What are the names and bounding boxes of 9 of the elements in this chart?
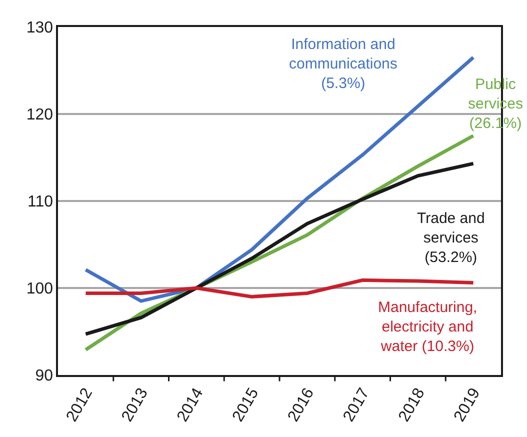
y-tick-label: 90 bbox=[35, 368, 54, 385]
series-label: Manufacturing, electricity and water (10.3%) bbox=[378, 299, 478, 355]
y-tick-label: 110 bbox=[28, 194, 54, 211]
y-tick-label: 130 bbox=[26, 20, 54, 37]
y-tick-label: 120 bbox=[26, 106, 54, 124]
y-tick-label: 100 bbox=[26, 280, 54, 298]
text: Trade and services (53.2%) bbox=[417, 210, 485, 266]
line-series bbox=[84, 278, 476, 298]
series-label: Information and communications (5.3%) bbox=[289, 36, 398, 92]
